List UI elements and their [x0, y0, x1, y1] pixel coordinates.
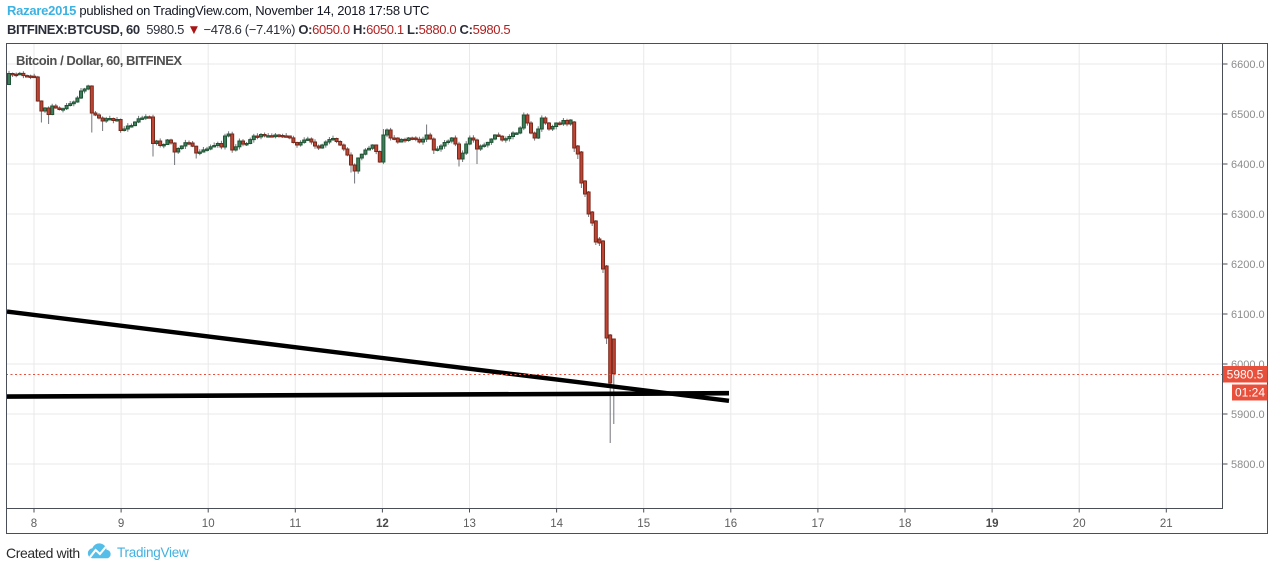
svg-text:10: 10: [202, 518, 215, 530]
svg-text:6600.0: 6600.0: [1231, 59, 1265, 71]
svg-text:6100.0: 6100.0: [1231, 309, 1265, 321]
svg-text:11: 11: [289, 518, 301, 530]
svg-text:18: 18: [899, 518, 912, 530]
svg-text:5980.5: 5980.5: [1227, 368, 1264, 382]
svg-text:Bitcoin / Dollar, 60, BITFINEX: Bitcoin / Dollar, 60, BITFINEX: [16, 53, 182, 68]
svg-text:5800.0: 5800.0: [1231, 459, 1265, 471]
svg-text:16: 16: [724, 518, 737, 530]
svg-text:9: 9: [118, 518, 124, 530]
svg-text:20: 20: [1073, 518, 1086, 530]
svg-text:6200.0: 6200.0: [1231, 259, 1265, 271]
svg-text:14: 14: [550, 518, 563, 530]
svg-text:6300.0: 6300.0: [1231, 209, 1265, 221]
svg-text:17: 17: [812, 518, 825, 530]
svg-text:6400.0: 6400.0: [1231, 159, 1265, 171]
svg-text:12: 12: [376, 518, 389, 530]
svg-text:19: 19: [986, 518, 999, 530]
svg-text:5900.0: 5900.0: [1231, 409, 1265, 421]
svg-text:21: 21: [1160, 518, 1173, 530]
svg-text:13: 13: [463, 518, 476, 530]
svg-text:8: 8: [31, 518, 37, 530]
svg-text:15: 15: [637, 518, 650, 530]
svg-text:01:24: 01:24: [1235, 386, 1265, 400]
svg-text:6500.0: 6500.0: [1231, 109, 1265, 121]
